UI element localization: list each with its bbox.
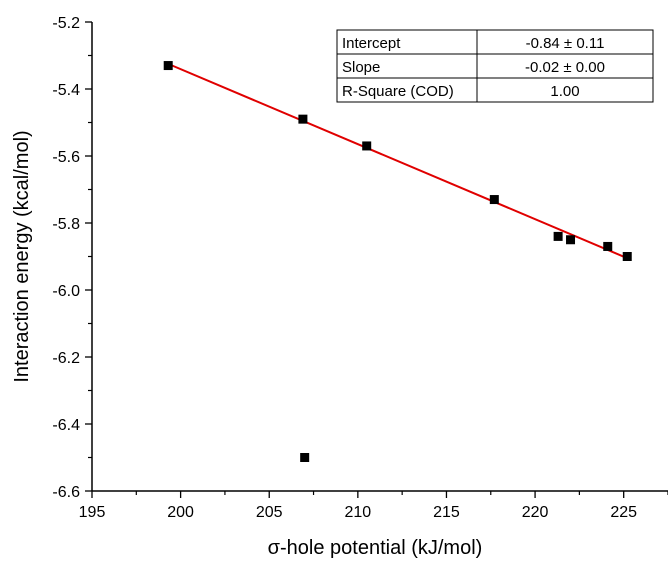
y-tick-label: -5.4 [52,82,80,99]
x-tick-label: 205 [256,504,283,521]
y-tick-label: -6.6 [52,484,80,501]
x-tick-label: 200 [167,504,194,521]
stats-value: -0.02 ± 0.00 [525,59,605,76]
data-point [622,252,632,261]
stats-label: Intercept [342,35,401,52]
stats-label: Slope [342,59,380,76]
x-tick-label: 215 [433,504,460,521]
stats-value: 1.00 [550,83,579,100]
y-tick-label: -5.2 [52,15,80,32]
stats-table-frame [336,29,654,103]
axes [85,21,668,498]
y-tick-label: -6.2 [52,350,80,367]
y-axis-title: Interaction energy (kcal/mol) [11,130,33,382]
data-point [362,141,372,151]
y-tick-label: -5.6 [52,149,80,166]
x-axis-title: σ-hole potential (kJ/mol) [268,537,483,559]
fit-line [167,62,628,260]
x-tick-label: 220 [522,504,549,521]
y-tick-label: -6.0 [52,283,80,300]
y-tick-label: -6.4 [52,417,80,434]
stats-value: -0.84 ± 0.11 [526,35,605,52]
x-tick-label: 195 [79,504,106,521]
x-tick-label: 225 [610,504,637,521]
stats-label: R-Square (COD) [342,83,454,100]
data-point [553,231,563,241]
stats-table: Intercept -0.84 ± 0.11 Slope -0.02 ± 0.00 R-… [336,29,654,103]
data-point [163,61,173,71]
data-point [603,241,613,251]
tick-labels: 195 200 205 210 215 220 225 -6.6 -6.4 -6.2 -6.0 -5.… [52,15,637,521]
data-point [489,195,499,205]
plot-marks [163,61,632,462]
data-point [566,235,576,245]
x-tick-label: 210 [344,504,371,521]
y-tick-label: -5.8 [52,216,80,233]
data-point [298,114,308,124]
data-point [300,453,310,462]
